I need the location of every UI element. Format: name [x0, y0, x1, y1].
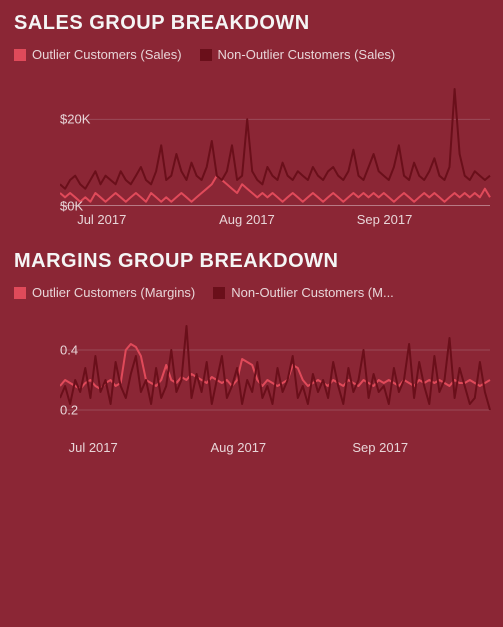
chart-plot: [60, 314, 492, 434]
x-axis-labels: Jul 2017 Aug 2017 Sep 2017: [60, 440, 491, 458]
chart-plot: [60, 76, 492, 206]
legend-label: Non-Outlier Customers (M...: [231, 285, 394, 300]
swatch-icon: [14, 49, 26, 61]
x-axis-label: Jul 2017: [77, 212, 126, 227]
x-axis-label: Sep 2017: [352, 440, 408, 455]
margins-legend: Outlier Customers (Margins) Non-Outlier …: [14, 285, 491, 300]
legend-item-non-outlier-sales: Non-Outlier Customers (Sales): [200, 47, 396, 62]
swatch-icon: [213, 287, 225, 299]
margins-chart: 0.2 0.4 Jul 2017 Aug 2017 Sep 2017: [12, 314, 491, 458]
sales-legend: Outlier Customers (Sales) Non-Outlier Cu…: [14, 47, 491, 62]
x-axis-label: Sep 2017: [357, 212, 413, 227]
y-axis-label: 0.2: [60, 403, 66, 418]
x-axis-label: Jul 2017: [69, 440, 118, 455]
margins-title: MARGINS GROUP BREAKDOWN: [14, 250, 491, 273]
sales-chart: $0K$20KJul 2017Aug 2017Sep 2017: [12, 76, 491, 230]
legend-label: Non-Outlier Customers (Sales): [218, 47, 396, 62]
legend-item-outlier-margins: Outlier Customers (Margins): [14, 285, 195, 300]
margins-panel: MARGINS GROUP BREAKDOWN Outlier Customer…: [0, 238, 503, 462]
legend-label: Outlier Customers (Margins): [32, 285, 195, 300]
legend-item-outlier-sales: Outlier Customers (Sales): [14, 47, 182, 62]
legend-label: Outlier Customers (Sales): [32, 47, 182, 62]
swatch-icon: [14, 287, 26, 299]
swatch-icon: [200, 49, 212, 61]
y-axis-label: $20K: [60, 112, 66, 127]
sales-title: SALES GROUP BREAKDOWN: [14, 12, 491, 35]
sales-panel: SALES GROUP BREAKDOWN Outlier Customers …: [0, 0, 503, 234]
y-axis-label: 0.4: [60, 343, 66, 358]
x-axis-labels: Jul 2017 Aug 2017 Sep 2017: [60, 212, 491, 230]
x-axis-label: Aug 2017: [211, 440, 267, 455]
x-axis-label: Aug 2017: [219, 212, 275, 227]
legend-item-non-outlier-margins: Non-Outlier Customers (M...: [213, 285, 394, 300]
